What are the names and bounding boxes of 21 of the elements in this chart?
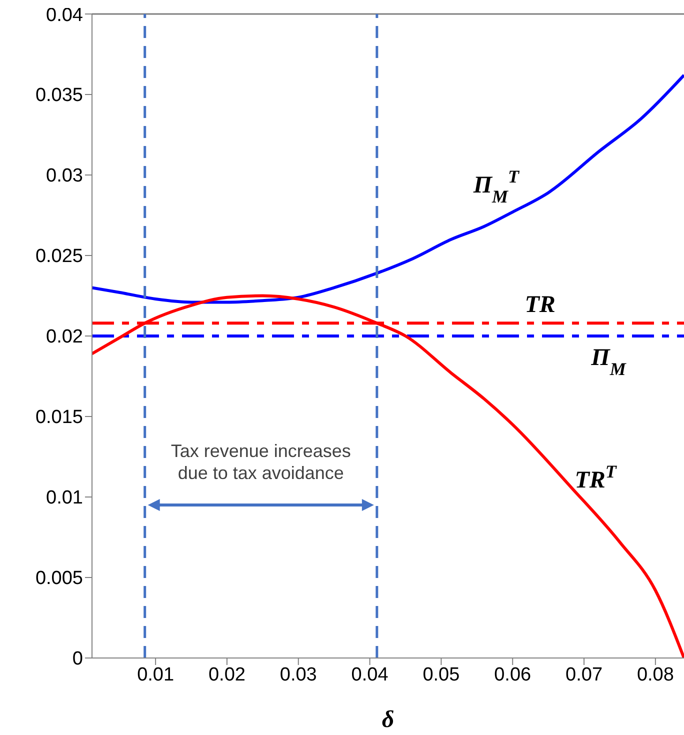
x-tick-label: 0.04 bbox=[351, 664, 389, 686]
y-tick-label: 0.035 bbox=[35, 85, 83, 106]
series-label: Π$_{M}$ bbox=[590, 344, 627, 379]
annotation: Tax revenue increases due to tax avoidance bbox=[170, 441, 351, 484]
y-tick-label: 0.03 bbox=[46, 166, 83, 187]
series-label: TR bbox=[524, 292, 556, 318]
x-tick-label: 0.06 bbox=[494, 664, 532, 686]
y-tick-label: 0 bbox=[72, 648, 83, 670]
series-label: TR$^{T}$ bbox=[574, 461, 618, 494]
y-tick-label: 0.005 bbox=[35, 568, 83, 590]
x-tick-label: 0.03 bbox=[280, 664, 317, 686]
x-tick-label: 0.08 bbox=[636, 664, 674, 686]
x-tick-label: 0.05 bbox=[422, 664, 460, 686]
x-tick-label: 0.01 bbox=[137, 664, 174, 686]
y-tick-label: 0.025 bbox=[35, 246, 83, 268]
y-tick-label: 0.02 bbox=[46, 326, 83, 348]
x-axis-title: δ bbox=[382, 707, 394, 733]
x-tick-label: 0.02 bbox=[208, 664, 246, 686]
y-tick-label: 0.01 bbox=[46, 488, 83, 509]
x-tick-label: 0.07 bbox=[566, 664, 603, 686]
y-tick-label: 0.015 bbox=[35, 407, 83, 428]
